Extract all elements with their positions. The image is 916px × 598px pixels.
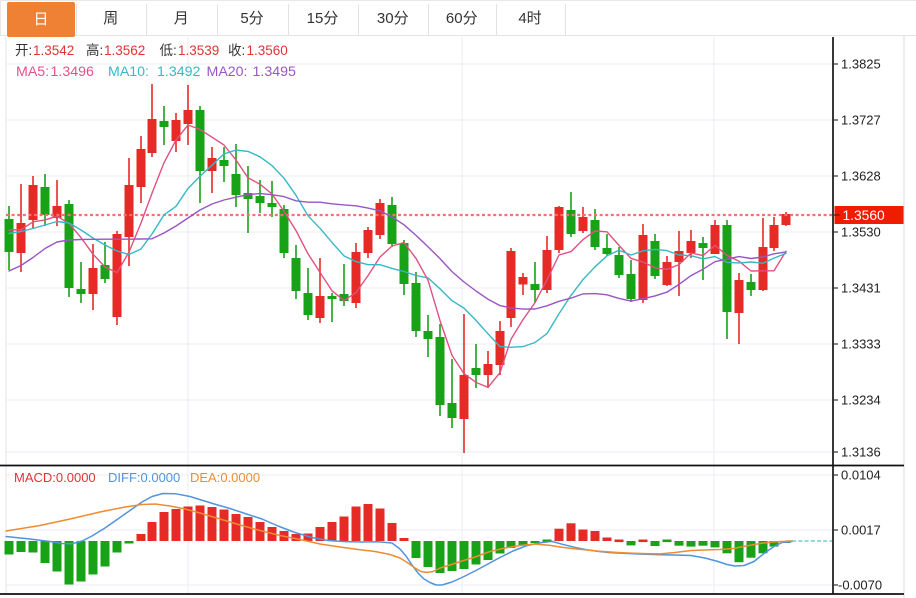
svg-text:1.3431: 1.3431 xyxy=(841,281,881,296)
svg-text:MACD:0.0000: MACD:0.0000 xyxy=(14,470,96,485)
svg-text:1.3560: 1.3560 xyxy=(843,208,886,223)
svg-text:高:: 高: xyxy=(86,42,103,58)
svg-text:1.3234: 1.3234 xyxy=(841,393,881,408)
svg-text:DEA:0.0000: DEA:0.0000 xyxy=(190,470,260,485)
svg-text:-0.0070: -0.0070 xyxy=(838,578,882,593)
svg-text:低:: 低: xyxy=(160,43,177,58)
svg-text:1.3562: 1.3562 xyxy=(104,43,145,58)
svg-text:1.3136: 1.3136 xyxy=(841,445,881,460)
svg-text:1.3492: 1.3492 xyxy=(157,64,201,80)
svg-text:0.0104: 0.0104 xyxy=(841,468,881,483)
svg-text:DIFF:0.0000: DIFF:0.0000 xyxy=(108,470,180,485)
svg-text:1.3333: 1.3333 xyxy=(841,337,881,352)
svg-text:收:: 收: xyxy=(228,43,245,58)
svg-text:1.3496: 1.3496 xyxy=(51,64,95,80)
svg-text:1.3542: 1.3542 xyxy=(33,43,74,58)
svg-text:MA5:: MA5: xyxy=(16,64,49,80)
svg-text:1.3530: 1.3530 xyxy=(841,225,881,240)
svg-text:1.3727: 1.3727 xyxy=(841,113,881,128)
svg-text:1.3560: 1.3560 xyxy=(247,43,288,58)
svg-text:0.0017: 0.0017 xyxy=(841,523,881,538)
svg-text:MA20:: MA20: xyxy=(207,64,248,80)
svg-text:1.3628: 1.3628 xyxy=(841,169,881,184)
svg-text:MA10:: MA10: xyxy=(108,64,149,80)
svg-text:1.3825: 1.3825 xyxy=(841,57,881,72)
svg-text:1.3495: 1.3495 xyxy=(253,64,297,80)
svg-text:开:: 开: xyxy=(15,43,32,58)
svg-text:1.3539: 1.3539 xyxy=(178,43,219,58)
